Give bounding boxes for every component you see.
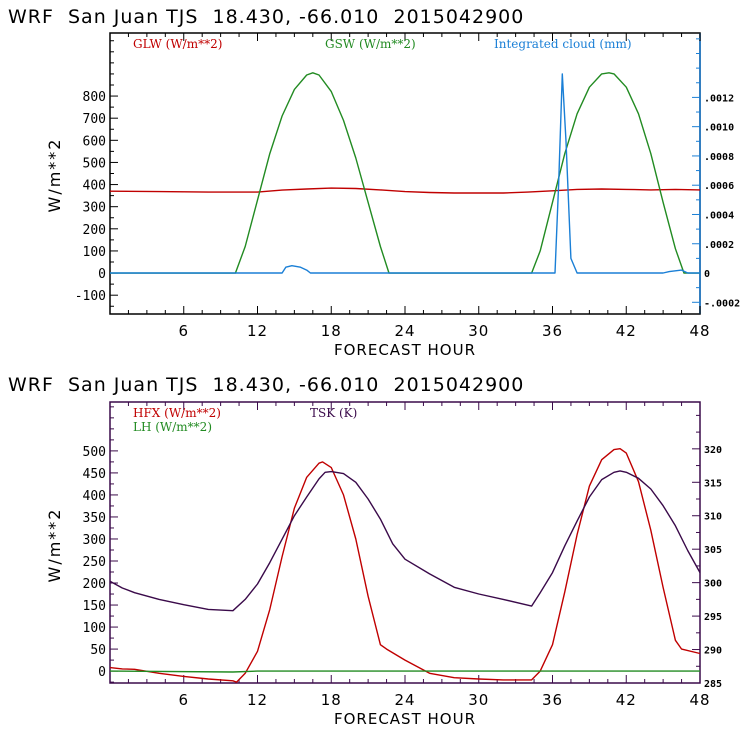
y-tick-label: 350 <box>83 511 106 526</box>
y-axis-label: W/m**2 <box>45 138 64 213</box>
y2-tick-label: 295 <box>704 612 722 623</box>
y2-tick-label: 290 <box>704 646 722 657</box>
series-line-glw <box>109 187 701 194</box>
y-tick-label: 300 <box>83 201 106 216</box>
series-line-gsw <box>110 72 700 274</box>
y-tick-label: 0 <box>98 665 106 680</box>
y2-tick-label: .0006 <box>704 181 734 192</box>
x-tick-label: 42 <box>616 691 637 709</box>
series-lines <box>109 72 701 274</box>
chart-title: WRF San Juan TJS 18.430, -66.010 2015042… <box>8 6 524 28</box>
legend-tsk: TSK (K) <box>310 406 357 420</box>
y2-tick-label: -.0002 <box>704 298 740 309</box>
x-axis-label: FORECAST HOUR <box>334 710 476 728</box>
x-axis-label: FORECAST HOUR <box>334 341 476 359</box>
chart-title: WRF San Juan TJS 18.430, -66.010 2015042… <box>8 374 524 396</box>
legend-glw: GLW (W/m**2) <box>133 37 222 51</box>
x-tick-label: 12 <box>247 322 268 340</box>
y2-tick-label: .0012 <box>704 93 734 104</box>
x-tick-label: 48 <box>689 691 710 709</box>
y-tick-label: 100 <box>83 621 106 636</box>
axis-ticks: 6 12 18 24 30 36 42 48 -100 0 100 200 300 400 500 600 70… <box>75 33 740 340</box>
series-line-hfx <box>109 448 701 683</box>
y-tick-label: 150 <box>83 599 106 614</box>
y-tick-label: 400 <box>83 179 106 194</box>
x-tick-label: 6 <box>178 691 189 709</box>
y2-tick-label: 285 <box>704 679 722 690</box>
x-tick-label: 12 <box>247 691 268 709</box>
panel-top: WRF San Juan TJS 18.430, -66.010 2015042… <box>8 6 740 359</box>
series-line-lh <box>109 670 700 673</box>
y-tick-label: 100 <box>83 245 106 260</box>
x-tick-label: 6 <box>178 322 189 340</box>
y-tick-label: 50 <box>90 643 106 658</box>
axis-ticks: 6 12 18 24 30 36 42 48 0 50 100 150 200 250 300 350 400 4… <box>83 402 722 709</box>
x-tick-label: 18 <box>321 322 342 340</box>
y-tick-label: 450 <box>83 467 106 482</box>
series-lines <box>109 448 701 683</box>
y2-tick-label: 305 <box>704 545 722 556</box>
y-tick-label: 600 <box>83 134 106 149</box>
y2-tick-label: .0010 <box>704 123 734 134</box>
legend-gsw: GSW (W/m**2) <box>325 37 416 51</box>
y-tick-label: 200 <box>83 223 106 238</box>
y-tick-label: 500 <box>83 445 106 460</box>
y-tick-label: 800 <box>83 90 106 105</box>
series-line-tsk <box>109 470 701 612</box>
y-tick-label: 500 <box>83 156 106 171</box>
y2-tick-label: 300 <box>704 579 722 590</box>
x-tick-label: 24 <box>394 322 415 340</box>
plot-frame <box>109 32 701 315</box>
y2-tick-label: .0008 <box>704 152 734 163</box>
y2-tick-label: 310 <box>704 512 722 523</box>
y-tick-label: 400 <box>83 489 106 504</box>
legend-lh: LH (W/m**2) <box>133 420 212 434</box>
y-tick-label: 700 <box>83 112 106 127</box>
y2-tick-label: 315 <box>704 478 722 489</box>
plot-frame <box>109 401 701 684</box>
series-line-integrated <box>110 73 700 274</box>
y-axis-label: W/m**2 <box>45 508 64 583</box>
x-tick-label: 48 <box>689 322 710 340</box>
legend-cloud: Integrated cloud (mm) <box>494 37 632 51</box>
y-tick-label: 200 <box>83 577 106 592</box>
x-tick-label: 42 <box>616 322 637 340</box>
y2-tick-label: .0002 <box>704 240 734 251</box>
x-tick-label: 30 <box>468 691 489 709</box>
x-tick-label: 36 <box>542 322 563 340</box>
x-tick-label: 36 <box>542 691 563 709</box>
y2-tick-label: 320 <box>704 445 722 456</box>
y2-tick-label: .0004 <box>704 210 734 221</box>
x-tick-label: 24 <box>394 691 415 709</box>
panel-bottom: WRF San Juan TJS 18.430, -66.010 2015042… <box>8 374 722 728</box>
y-tick-label: 250 <box>83 555 106 570</box>
y2-tick-label: 0 <box>704 269 710 280</box>
y-tick-label: 0 <box>98 267 106 282</box>
y-tick-label: -100 <box>75 289 106 304</box>
y-tick-label: 300 <box>83 533 106 548</box>
x-tick-label: 18 <box>321 691 342 709</box>
x-tick-label: 30 <box>468 322 489 340</box>
legend-hfx: HFX (W/m**2) <box>133 406 221 420</box>
